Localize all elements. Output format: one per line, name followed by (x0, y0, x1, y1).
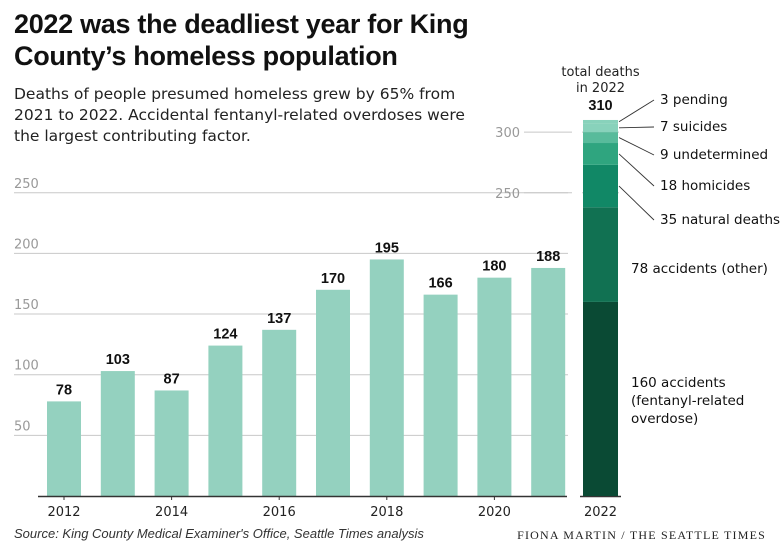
stack-title: total deaths in 2022 (561, 65, 639, 96)
segment-label-line: (fentanyl-related (631, 393, 744, 409)
y-tick-label: 50 (14, 419, 31, 434)
y-tick-label: 300 (495, 126, 520, 141)
stack-segment (583, 207, 618, 302)
bar (154, 390, 189, 496)
x-tick-label: 2018 (370, 505, 403, 520)
bar (369, 259, 404, 496)
data-label: 180 (482, 259, 506, 275)
stack-segment (583, 132, 618, 144)
credit-line: Fiona Martin / The Seattle Times (517, 528, 766, 542)
bar (100, 371, 135, 496)
stack-segment (583, 119, 618, 124)
data-label: 137 (267, 311, 291, 327)
bar (423, 294, 458, 496)
y-tick-label: 200 (14, 237, 39, 252)
segment-label: 18 homicides (660, 178, 750, 194)
data-label: 103 (106, 352, 130, 368)
leader-line (618, 99, 655, 123)
stack-segment (583, 164, 618, 208)
stack-title-line: in 2022 (576, 81, 625, 96)
segment-label: 9 undetermined (660, 147, 768, 163)
x-tick-label: 2020 (478, 505, 511, 520)
bar (208, 345, 243, 496)
y-tick-label: 250 (14, 177, 39, 192)
segment-label: 3 pending (660, 92, 728, 108)
x-tick-label: 2016 (263, 505, 296, 520)
leader-line (618, 137, 655, 156)
total-label: 310 (588, 98, 612, 114)
bar (316, 289, 350, 496)
data-label: 78 (56, 382, 72, 398)
segment-label-line: 160 accidents (631, 375, 726, 391)
x-tick-label: 2014 (155, 505, 188, 520)
segment-label: 78 accidents (other) (631, 261, 768, 277)
segment-label-line: overdose) (631, 411, 698, 427)
stack-title-line: total deaths (561, 65, 639, 80)
y-tick-label: 150 (14, 298, 39, 313)
leader-line (618, 153, 655, 187)
bar (477, 277, 512, 496)
segment-label-line: 78 accidents (other) (631, 261, 768, 277)
bar (262, 329, 297, 496)
y-tick-label: 100 (14, 359, 39, 374)
stack-segment (583, 143, 618, 165)
x-tick-label: 2022 (584, 505, 617, 520)
data-label: 87 (164, 371, 180, 387)
x-tick-label: 2012 (47, 505, 80, 520)
y-tick-label: 250 (495, 187, 520, 202)
chart-subtitle: Deaths of people presumed homeless grew … (14, 85, 465, 145)
leader-line (618, 126, 655, 129)
stack-segment (583, 301, 618, 496)
data-label: 124 (213, 327, 237, 343)
segment-label: 7 suicides (660, 119, 727, 135)
data-label: 188 (536, 249, 560, 265)
data-label: 195 (375, 240, 399, 256)
source-note: Source: King County Medical Examiner's O… (14, 526, 424, 541)
data-label: 166 (428, 276, 452, 292)
segment-label: 35 natural deaths (660, 212, 780, 228)
leader-line (618, 185, 655, 221)
bar (47, 401, 81, 496)
stack-segment (583, 123, 618, 133)
chart-title: 2022 was the deadliest year for King Cou… (14, 9, 469, 71)
segment-label: 160 accidents (fentanyl-related overdose) (631, 375, 744, 427)
bar (531, 267, 566, 496)
data-label: 170 (321, 271, 345, 287)
